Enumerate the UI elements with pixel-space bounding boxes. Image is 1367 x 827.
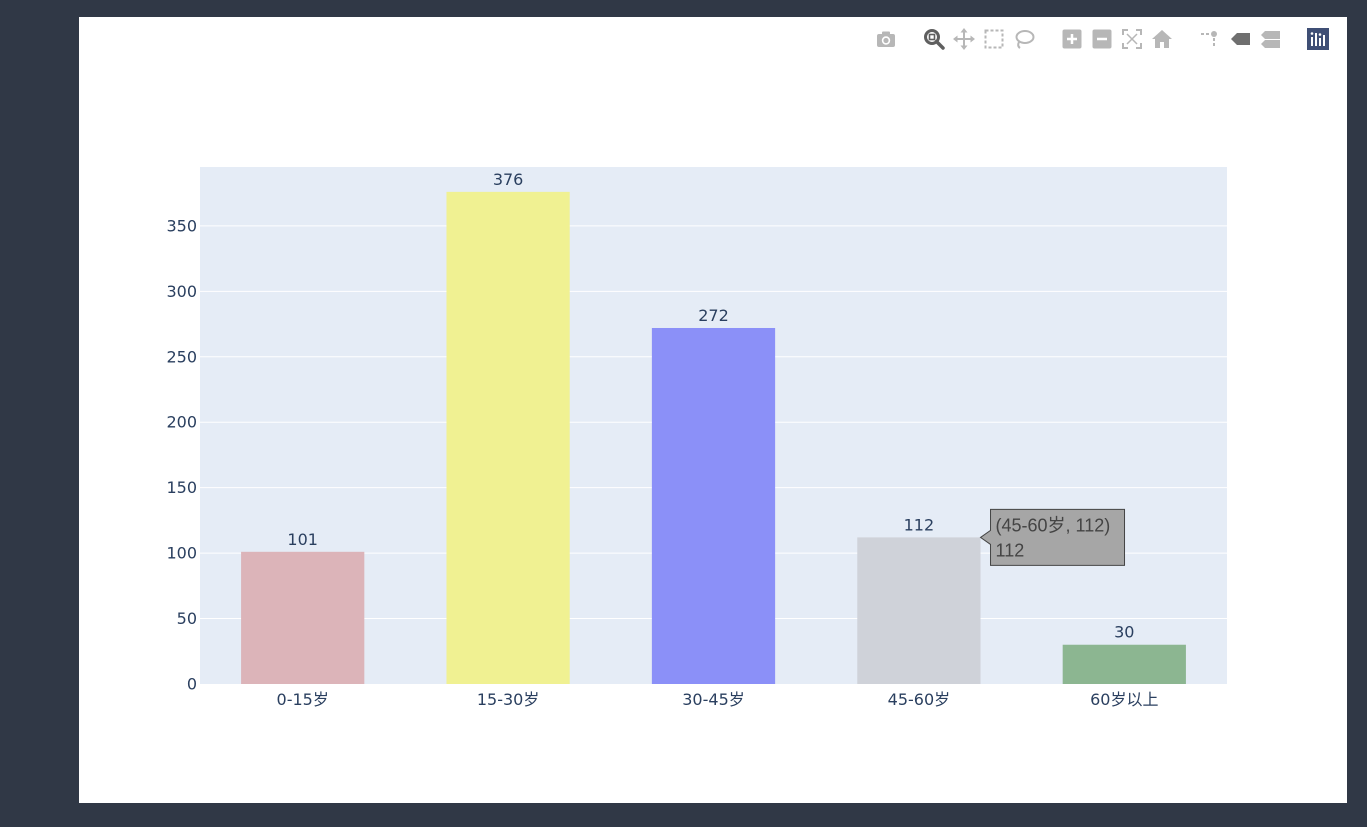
- y-tick-label: 300: [166, 282, 197, 301]
- lasso-select-icon: [1015, 30, 1035, 49]
- spike-lines-button[interactable]: [1195, 25, 1225, 53]
- bar-value-label: 30: [1114, 623, 1134, 642]
- modebar-group: [1303, 25, 1333, 53]
- box-select-button[interactable]: [979, 25, 1009, 53]
- camera-icon: [877, 31, 895, 47]
- box-select-icon: [984, 29, 1004, 49]
- y-tick-label: 50: [177, 609, 197, 628]
- spike-lines-icon: [1201, 31, 1217, 46]
- plotly-logo-icon: [1307, 28, 1329, 50]
- bar-chart[interactable]: 0 50 100 150 200 250 300 350 101 0-15岁 376 15-30岁 27…: [79, 17, 1347, 803]
- y-tick-label: 100: [166, 544, 197, 563]
- bar-value-label: 101: [287, 530, 318, 549]
- x-tick-label: 30-45岁: [682, 690, 745, 709]
- x-tick-label: 45-60岁: [888, 690, 951, 709]
- bar[interactable]: [446, 191, 570, 684]
- hover-compare-icon: [1261, 31, 1280, 48]
- bar[interactable]: [241, 551, 365, 684]
- bar[interactable]: [1062, 644, 1186, 684]
- autoscale-icon: [1122, 29, 1142, 49]
- plotly-logo-button[interactable]: [1303, 25, 1333, 53]
- modebar-toolbar: [853, 25, 1333, 53]
- lasso-select-button[interactable]: [1009, 25, 1039, 53]
- hover-closest-icon: [1231, 33, 1250, 45]
- zoom-in-icon: [1062, 29, 1082, 49]
- autoscale-button[interactable]: [1117, 25, 1147, 53]
- y-tick-label: 150: [166, 478, 197, 497]
- zoom-out-button[interactable]: [1087, 25, 1117, 53]
- camera-button[interactable]: [871, 25, 901, 53]
- zoom-icon: [924, 29, 945, 50]
- bar[interactable]: [651, 327, 776, 684]
- x-tick-label: 15-30岁: [477, 690, 539, 709]
- x-tick-label: 60岁以上: [1090, 690, 1158, 709]
- y-tick-label: 350: [166, 216, 197, 235]
- hover-tooltip: [979, 508, 1126, 566]
- pan-icon: [953, 28, 975, 50]
- modebar-group: [1057, 25, 1177, 53]
- bar[interactable]: [857, 537, 981, 684]
- zoom-out-icon: [1092, 29, 1112, 49]
- modebar-group: [871, 25, 901, 53]
- reset-axes-icon: [1152, 30, 1172, 48]
- zoom-button[interactable]: [919, 25, 949, 53]
- hover-tooltip-line1: (45-60岁, 112): [996, 515, 1111, 535]
- y-tick-label: 200: [166, 413, 197, 432]
- y-tick-label: 0: [187, 675, 197, 694]
- pan-button[interactable]: [949, 25, 979, 53]
- bar-value-label: 376: [493, 170, 524, 189]
- reset-axes-button[interactable]: [1147, 25, 1177, 53]
- hover-closest-button[interactable]: [1225, 25, 1255, 53]
- modebar-group: [1195, 25, 1285, 53]
- chart-card: 0 50 100 150 200 250 300 350 101 0-15岁 376 15-30岁 27…: [79, 17, 1347, 803]
- bar-value-label: 272: [698, 306, 729, 325]
- hover-compare-button[interactable]: [1255, 25, 1285, 53]
- hover-tooltip-line2: 112: [996, 540, 1025, 560]
- zoom-in-button[interactable]: [1057, 25, 1087, 53]
- y-tick-label: 250: [166, 347, 197, 366]
- bar-value-label: 112: [904, 515, 935, 534]
- modebar-group: [919, 25, 1039, 53]
- x-tick-label: 0-15岁: [277, 690, 329, 709]
